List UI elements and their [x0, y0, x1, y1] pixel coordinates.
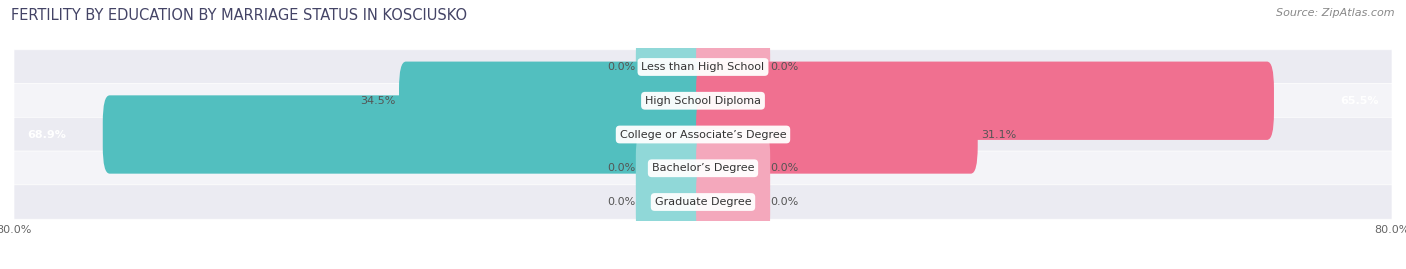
Text: 0.0%: 0.0% — [607, 62, 636, 72]
Text: 0.0%: 0.0% — [607, 197, 636, 207]
FancyBboxPatch shape — [696, 95, 977, 174]
FancyBboxPatch shape — [696, 62, 1274, 140]
FancyBboxPatch shape — [636, 129, 710, 207]
Text: Graduate Degree: Graduate Degree — [655, 197, 751, 207]
Text: 0.0%: 0.0% — [770, 163, 799, 173]
FancyBboxPatch shape — [14, 185, 1392, 219]
Text: 0.0%: 0.0% — [607, 163, 636, 173]
FancyBboxPatch shape — [696, 28, 770, 106]
Text: 0.0%: 0.0% — [770, 62, 799, 72]
Text: 34.5%: 34.5% — [360, 96, 395, 106]
FancyBboxPatch shape — [14, 84, 1392, 118]
FancyBboxPatch shape — [636, 28, 710, 106]
Text: 65.5%: 65.5% — [1340, 96, 1379, 106]
Text: Bachelor’s Degree: Bachelor’s Degree — [652, 163, 754, 173]
Text: High School Diploma: High School Diploma — [645, 96, 761, 106]
FancyBboxPatch shape — [636, 163, 710, 241]
FancyBboxPatch shape — [14, 50, 1392, 84]
FancyBboxPatch shape — [14, 151, 1392, 185]
FancyBboxPatch shape — [399, 62, 710, 140]
FancyBboxPatch shape — [696, 163, 770, 241]
FancyBboxPatch shape — [103, 95, 710, 174]
Text: 0.0%: 0.0% — [770, 197, 799, 207]
Text: 68.9%: 68.9% — [27, 129, 66, 140]
Text: FERTILITY BY EDUCATION BY MARRIAGE STATUS IN KOSCIUSKO: FERTILITY BY EDUCATION BY MARRIAGE STATU… — [11, 8, 467, 23]
FancyBboxPatch shape — [14, 117, 1392, 152]
Text: College or Associate’s Degree: College or Associate’s Degree — [620, 129, 786, 140]
Text: 31.1%: 31.1% — [981, 129, 1017, 140]
Text: Less than High School: Less than High School — [641, 62, 765, 72]
FancyBboxPatch shape — [696, 129, 770, 207]
Text: Source: ZipAtlas.com: Source: ZipAtlas.com — [1277, 8, 1395, 18]
